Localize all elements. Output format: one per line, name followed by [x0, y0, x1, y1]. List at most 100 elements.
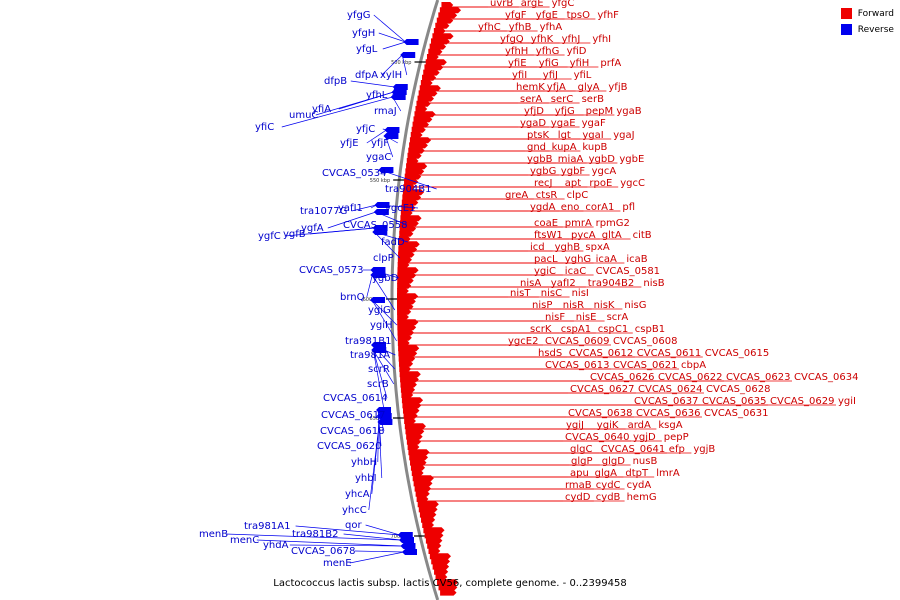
forward-gene-label[interactable]: ctsR — [536, 190, 558, 201]
reverse-gene-label[interactable]: yhbI — [355, 473, 377, 484]
forward-gene-arrow[interactable] — [399, 230, 414, 237]
forward-gene-label[interactable]: yghG — [565, 254, 591, 265]
forward-gene-label[interactable]: rmaB — [565, 480, 592, 491]
forward-gene-arrow[interactable] — [397, 314, 409, 320]
forward-gene-label[interactable]: yfhI — [592, 34, 611, 45]
forward-gene-arrow[interactable] — [421, 516, 436, 523]
forward-gene-label[interactable]: ygaJ — [613, 130, 634, 141]
forward-gene-label[interactable]: CVCAS_0608 — [613, 336, 677, 347]
forward-gene-arrow[interactable] — [410, 464, 426, 471]
forward-gene-arrow[interactable] — [398, 350, 418, 357]
reverse-gene-label[interactable]: scrR — [368, 364, 390, 375]
forward-gene-label[interactable]: yghB — [555, 242, 581, 253]
forward-gene-arrow[interactable] — [397, 272, 417, 279]
forward-gene-arrow[interactable] — [401, 199, 419, 206]
forward-gene-arrow[interactable] — [400, 210, 413, 216]
forward-gene-label[interactable]: yfjA — [547, 82, 566, 93]
forward-gene-arrow[interactable] — [397, 288, 409, 294]
forward-gene-label[interactable]: nisP — [532, 300, 552, 311]
reverse-gene-arrow[interactable] — [373, 209, 389, 215]
forward-gene-arrow[interactable] — [429, 553, 452, 560]
forward-gene-label[interactable]: CVCAS_0629 — [770, 396, 834, 407]
forward-gene-arrow[interactable] — [428, 48, 443, 55]
forward-gene-arrow[interactable] — [400, 381, 417, 388]
reverse-gene-label[interactable]: yfhL — [366, 90, 388, 101]
forward-gene-label[interactable]: efp — [669, 444, 685, 455]
forward-gene-label[interactable]: CVCAS_0636 — [636, 408, 700, 419]
forward-gene-arrow[interactable] — [402, 194, 422, 201]
forward-gene-label[interactable]: scrK — [530, 324, 552, 335]
forward-gene-arrow[interactable] — [424, 532, 444, 539]
forward-gene-arrow[interactable] — [401, 397, 424, 404]
forward-gene-label[interactable]: corA1 — [585, 202, 614, 213]
reverse-gene-arrow[interactable] — [400, 52, 416, 58]
reverse-gene-label[interactable]: dfpB — [324, 76, 347, 87]
forward-gene-label[interactable]: ardA — [628, 420, 651, 431]
forward-gene-label[interactable]: nisG — [624, 300, 646, 311]
forward-gene-label[interactable]: ygaD — [520, 118, 546, 129]
forward-gene-label[interactable]: yfiD — [567, 46, 587, 57]
forward-gene-label[interactable]: tra904B2 — [588, 278, 634, 289]
reverse-gene-label[interactable]: yhcA — [345, 489, 370, 500]
forward-gene-label[interactable]: ygdA — [530, 202, 556, 213]
forward-gene-arrow[interactable] — [413, 480, 433, 487]
forward-gene-label[interactable]: nisR — [563, 300, 584, 311]
reverse-gene-label[interactable]: ygfC — [258, 231, 281, 242]
forward-gene-label[interactable]: yfjB — [608, 82, 627, 93]
forward-gene-label[interactable]: hemK — [516, 82, 545, 93]
forward-gene-arrow[interactable] — [441, 2, 454, 8]
forward-gene-arrow[interactable] — [418, 90, 438, 97]
forward-gene-arrow[interactable] — [397, 324, 417, 331]
reverse-gene-label[interactable]: ygiH — [370, 320, 393, 331]
forward-gene-arrow[interactable] — [397, 319, 419, 326]
forward-gene-arrow[interactable] — [425, 59, 447, 66]
forward-gene-label[interactable]: CVCAS_0638 — [568, 408, 632, 419]
forward-gene-label[interactable]: gnd — [527, 142, 546, 153]
reverse-gene-label[interactable]: yhdA — [263, 540, 289, 551]
forward-gene-arrow[interactable] — [439, 7, 462, 14]
forward-gene-label[interactable]: CVCAS_0621 — [613, 360, 677, 371]
forward-gene-arrow[interactable] — [397, 298, 416, 305]
forward-gene-label[interactable]: serA — [520, 94, 542, 105]
forward-gene-label[interactable]: clpC — [567, 190, 589, 201]
forward-gene-arrow[interactable] — [418, 506, 438, 513]
forward-gene-label[interactable]: cydA — [627, 480, 652, 491]
forward-gene-label[interactable]: apu — [570, 468, 589, 479]
forward-gene-label[interactable]: ygcE2 — [508, 336, 538, 347]
forward-gene-arrow[interactable] — [419, 85, 441, 92]
forward-gene-label[interactable]: yfhF — [597, 10, 619, 21]
forward-gene-arrow[interactable] — [416, 100, 431, 107]
forward-gene-arrow[interactable] — [397, 277, 414, 284]
forward-gene-label[interactable]: glyA — [578, 82, 600, 93]
forward-gene-arrow[interactable] — [406, 438, 422, 445]
forward-gene-arrow[interactable] — [399, 220, 419, 227]
forward-gene-arrow[interactable] — [438, 584, 458, 591]
reverse-gene-label[interactable]: umuC — [289, 110, 318, 121]
forward-gene-label[interactable]: ygaE — [551, 118, 576, 129]
forward-gene-label[interactable]: argE — [521, 0, 544, 9]
forward-gene-label[interactable]: icaC — [565, 266, 586, 277]
forward-gene-arrow[interactable] — [435, 22, 450, 29]
reverse-gene-label[interactable]: tra904B1 — [385, 184, 431, 195]
forward-gene-arrow[interactable] — [426, 54, 439, 60]
forward-gene-arrow[interactable] — [397, 340, 410, 346]
forward-gene-label[interactable]: pycA — [571, 230, 596, 241]
reverse-gene-arrow[interactable] — [370, 267, 386, 273]
forward-gene-arrow[interactable] — [400, 215, 422, 222]
forward-gene-label[interactable]: CVCAS_0624 — [638, 384, 702, 395]
reverse-gene-label[interactable]: yfiC — [255, 122, 274, 133]
reverse-gene-arrow[interactable] — [403, 39, 419, 45]
forward-gene-arrow[interactable] — [408, 147, 425, 154]
forward-gene-label[interactable]: pepM — [586, 106, 613, 117]
reverse-gene-arrow[interactable] — [392, 84, 408, 90]
forward-gene-label[interactable]: ygiJ — [566, 420, 584, 431]
forward-gene-arrow[interactable] — [397, 334, 412, 341]
forward-gene-arrow[interactable] — [397, 308, 412, 315]
forward-gene-label[interactable]: glgA — [595, 468, 617, 479]
reverse-gene-label[interactable]: tra981A1 — [244, 521, 290, 532]
forward-gene-arrow[interactable] — [397, 282, 412, 289]
forward-gene-arrow[interactable] — [408, 449, 430, 456]
forward-gene-arrow[interactable] — [417, 501, 439, 508]
forward-gene-arrow[interactable] — [409, 142, 428, 149]
forward-gene-arrow[interactable] — [397, 262, 410, 268]
